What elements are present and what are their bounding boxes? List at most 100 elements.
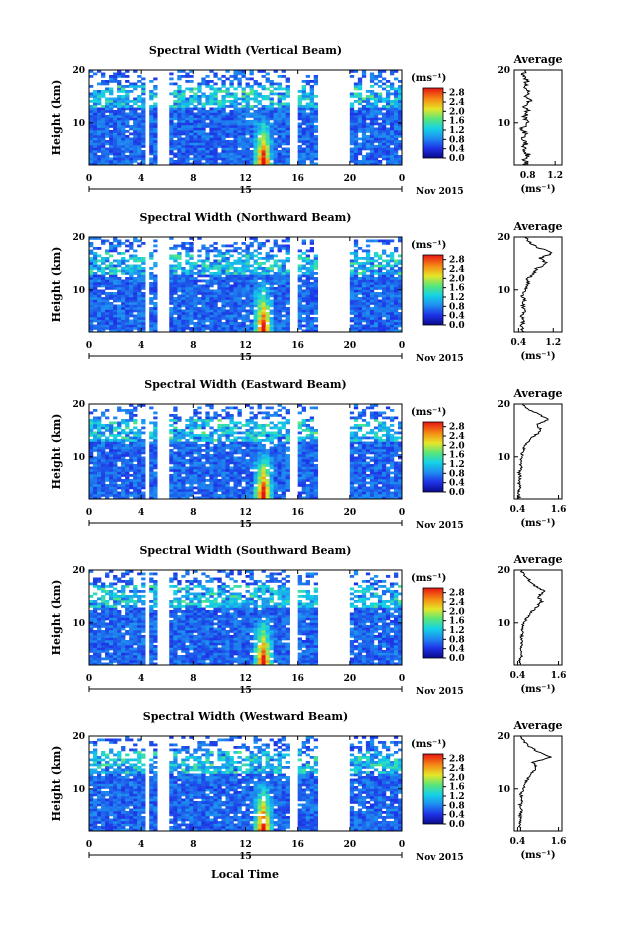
heatmap-cell (113, 112, 118, 116)
heatmap-cell (209, 120, 214, 123)
heatmap-cell (237, 252, 242, 255)
heatmap-cell (181, 456, 186, 460)
heatmap-cell (393, 297, 399, 300)
heatmap-cell (249, 272, 254, 275)
heatmap-cell (297, 327, 302, 330)
heatmap-cell (393, 160, 399, 163)
heatmap-cell (201, 279, 206, 283)
heatmap-cell (177, 294, 182, 298)
heatmap-cell (365, 107, 371, 111)
heatmap-cell (233, 466, 238, 470)
heatmap-cell (113, 267, 118, 270)
heatmap-cell (169, 257, 174, 260)
heatmap-cell (225, 302, 230, 305)
heatmap-cell (237, 431, 242, 435)
heatmap-cell (261, 112, 266, 116)
heatmap-cell (309, 247, 315, 250)
heatmap-cell (277, 269, 282, 273)
heatmap-cell (301, 137, 306, 141)
heatmap-cell (113, 127, 118, 131)
heatmap-cell (97, 489, 102, 492)
heatmap-cell (221, 244, 226, 248)
heatmap-cell (285, 135, 290, 138)
heatmap-cell (141, 107, 146, 111)
heatmap-cell (305, 137, 310, 141)
heatmap-cell (153, 135, 158, 138)
heatmap-cell (193, 307, 198, 310)
heatmap-cell (197, 289, 202, 293)
heatmap-cell (93, 299, 98, 303)
heatmap-cell (233, 150, 238, 153)
heatmap-cell (173, 409, 178, 412)
heatmap-cell (129, 244, 134, 248)
heatmap-cell (397, 127, 403, 131)
heatmap-cell (201, 117, 206, 121)
heatmap-cell (201, 115, 206, 118)
heatmap-cell (249, 292, 254, 295)
heatmap-cell (205, 249, 210, 253)
heatmap-cell (353, 329, 359, 333)
heatmap-cell (213, 449, 218, 452)
heatmap-cell (185, 287, 190, 290)
heatmap-cell (369, 324, 375, 328)
heatmap-cell (137, 112, 142, 116)
heatmap-cell (201, 110, 206, 113)
heatmap-cell (389, 282, 395, 285)
heatmap-cell (213, 329, 218, 333)
heatmap-cell (105, 105, 110, 108)
heatmap-cell (185, 449, 190, 452)
heatmap-cell (129, 117, 134, 121)
heatmap-cell (217, 456, 222, 460)
heatmap-cell (245, 95, 250, 98)
heatmap-cell (273, 297, 278, 300)
heatmap-cell (305, 262, 310, 265)
heatmap-cell (189, 282, 194, 285)
heatmap-cell (133, 267, 138, 270)
heatmap-cell (137, 135, 142, 138)
heatmap-cell (93, 284, 98, 288)
heatmap-cell (385, 135, 391, 138)
heatmap-cell (277, 287, 282, 290)
heatmap-cell (141, 85, 146, 88)
heatmap-cell (113, 249, 118, 253)
colorbar (422, 254, 444, 326)
colorbar-tick-label: 2.8 (449, 256, 465, 266)
heatmap-cell (141, 494, 146, 497)
heatmap-cell (205, 82, 210, 86)
heatmap-cell (189, 132, 194, 136)
heatmap-cell (273, 145, 278, 148)
heatmap-cell (269, 329, 274, 333)
heatmap-cell (373, 302, 379, 305)
heatmap-cell (361, 297, 367, 300)
heatmap-cell (105, 424, 110, 427)
heatmap-cell (173, 130, 178, 133)
heatmap-cell (89, 486, 94, 490)
heatmap-cell (105, 272, 110, 275)
heatmap-cell (105, 466, 110, 470)
heatmap-cell (189, 287, 194, 290)
heatmap-cell (181, 244, 186, 248)
heatmap-cell (397, 145, 403, 148)
heatmap-cell (97, 269, 102, 273)
heatmap-cell (97, 100, 102, 103)
heatmap-cell (309, 287, 315, 290)
heatmap-cell (241, 112, 246, 116)
heatmap-cell (93, 100, 98, 103)
heatmap-cell (133, 479, 138, 482)
heatmap-cell (221, 314, 226, 318)
heatmap-cell (237, 140, 242, 143)
heatmap-cell (89, 147, 94, 151)
heatmap-cell (361, 319, 367, 323)
heatmap-cell (377, 72, 383, 76)
heatmap-cell (185, 160, 190, 163)
heatmap-cell (197, 112, 202, 116)
heatmap-cell (149, 110, 154, 113)
heatmap-cell (197, 327, 202, 330)
heatmap-cell (393, 77, 399, 81)
heatmap-cell (233, 424, 238, 427)
heatmap-cell (97, 304, 102, 308)
heatmap-cell (201, 102, 206, 106)
heatmap-cell (149, 105, 154, 108)
heatmap-cell (197, 162, 202, 166)
heatmap-cell (269, 140, 274, 143)
